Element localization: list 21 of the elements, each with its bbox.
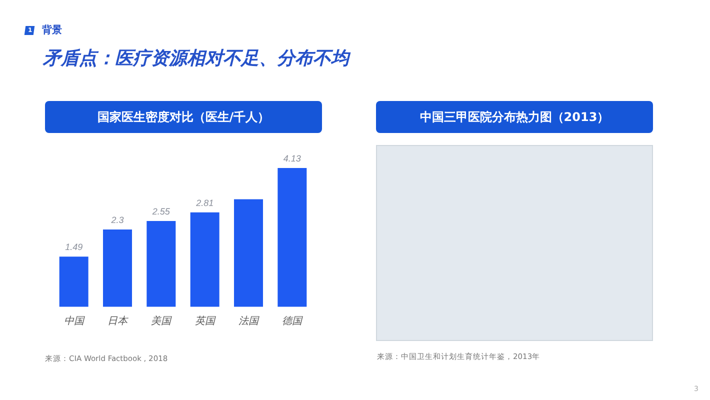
bar xyxy=(59,256,88,307)
data-label: 4.13 xyxy=(283,154,301,164)
x-tick-label: 美国 xyxy=(151,315,172,328)
bar xyxy=(146,221,176,307)
data-label: 1.49 xyxy=(65,242,83,252)
x-tick-label: 日本 xyxy=(108,315,128,328)
data-label: 2.81 xyxy=(195,198,214,208)
bar xyxy=(103,229,132,307)
x-tick-label: 中国 xyxy=(64,315,85,328)
x-tick-label: 法国 xyxy=(238,315,260,328)
text: 中国三甲医院分布热力图（2013） xyxy=(420,110,610,124)
data-label: 2.3 xyxy=(110,214,124,225)
x-tick-label: 德国 xyxy=(282,316,304,328)
x-tick-label: 英国 xyxy=(194,315,216,328)
data-label: 2.55 xyxy=(151,206,171,217)
bar xyxy=(278,168,307,307)
chart-subtitle: 国家医生密度对比（医生/千人） xyxy=(97,110,270,124)
text: 背景 xyxy=(42,24,62,37)
bar xyxy=(234,199,263,307)
bar xyxy=(190,212,220,307)
chart-title: 矛盾点：医疗资源相对不足、分布不均 xyxy=(43,47,349,71)
